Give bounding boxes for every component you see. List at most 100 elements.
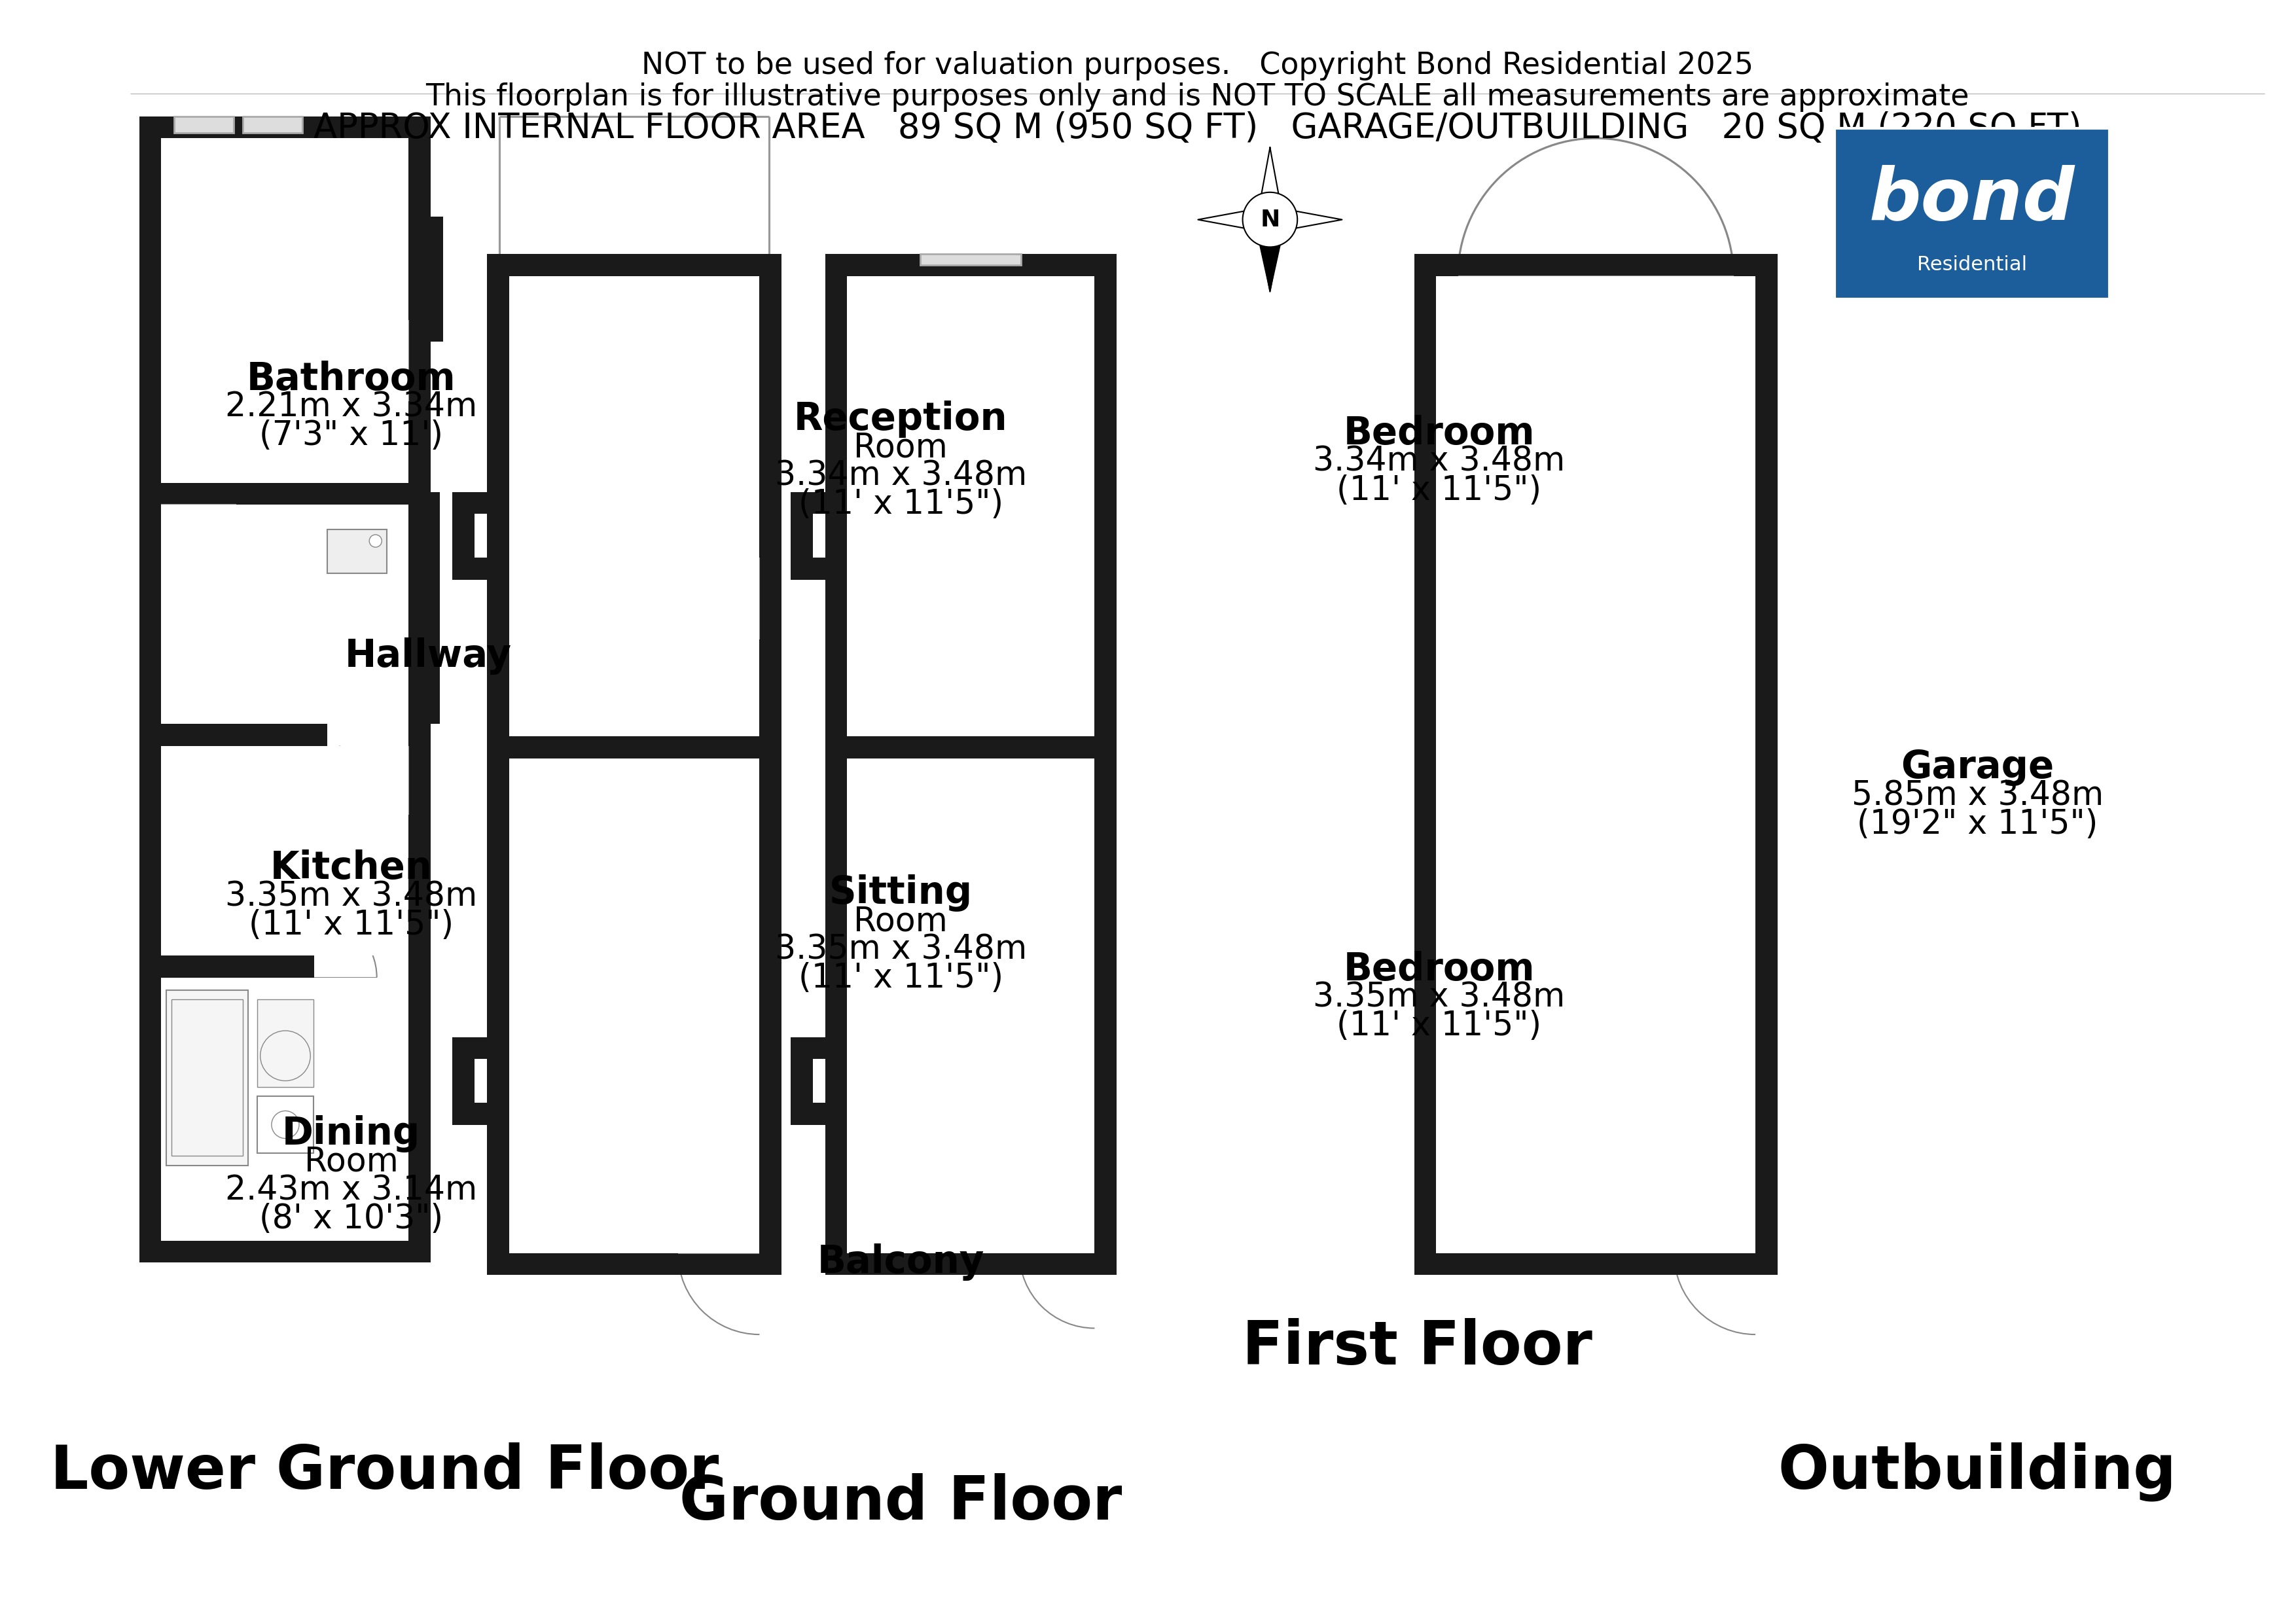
Bar (161, 138, 409, 482)
Text: 3.34m x 3.48m: 3.34m x 3.48m (774, 459, 1026, 493)
Bar (487, 1253, 781, 1276)
Text: Lower Ground Floor: Lower Ground Floor (51, 1443, 719, 1501)
Bar (243, 117, 303, 133)
Bar (161, 745, 409, 956)
Text: Bedroom: Bedroom (1343, 415, 1534, 453)
Text: NOT to be used for valuation purposes.   Copyright Bond Residential 2025: NOT to be used for valuation purposes. C… (641, 52, 1754, 81)
Bar (140, 482, 432, 505)
Text: Sitting: Sitting (829, 875, 974, 912)
Bar (1414, 1253, 1777, 1276)
Bar (790, 1037, 847, 1058)
Text: (11' x 11'5"): (11' x 11'5") (1336, 1010, 1541, 1042)
Text: 2.43m x 3.14m: 2.43m x 3.14m (225, 1175, 478, 1208)
Text: Garage: Garage (1901, 748, 2055, 786)
Text: Room: Room (854, 432, 948, 464)
Bar (257, 1097, 315, 1152)
Bar (328, 529, 386, 573)
Bar (921, 255, 1022, 265)
Bar (452, 558, 510, 579)
Text: APPROX INTERNAL FLOOR AREA   89 SQ M (950 SQ FT)   GARAGE/OUTBUILDING   20 SQ M : APPROX INTERNAL FLOOR AREA 89 SQ M (950 … (312, 110, 2082, 144)
Circle shape (259, 1031, 310, 1081)
Text: 3.35m x 3.48m: 3.35m x 3.48m (1313, 982, 1566, 1014)
Bar (790, 1037, 813, 1125)
Text: N: N (1261, 208, 1279, 230)
Text: (7'3" x 11'): (7'3" x 11') (259, 420, 443, 453)
Bar (140, 1240, 432, 1263)
Text: Hallway: Hallway (344, 638, 512, 675)
Bar (409, 701, 441, 724)
Bar (487, 255, 510, 1276)
Bar (452, 492, 510, 514)
Bar (161, 505, 409, 724)
Bar (847, 276, 1095, 737)
Text: Dining: Dining (282, 1115, 420, 1152)
Bar (760, 255, 781, 1276)
Bar (1835, 128, 2110, 299)
Text: 3.35m x 3.48m: 3.35m x 3.48m (225, 881, 478, 914)
Bar (847, 758, 1095, 1253)
Text: 5.85m x 3.48m: 5.85m x 3.48m (1851, 779, 2103, 813)
Text: 3.34m x 3.48m: 3.34m x 3.48m (1313, 446, 1566, 479)
Bar (487, 255, 781, 276)
Bar (824, 255, 847, 1276)
Bar (177, 755, 315, 886)
Text: (11' x 11'5"): (11' x 11'5") (799, 489, 1003, 521)
Text: Room: Room (854, 906, 948, 938)
Text: (11' x 11'5"): (11' x 11'5") (799, 962, 1003, 995)
Bar (174, 117, 234, 133)
Bar (790, 1102, 847, 1125)
Bar (510, 276, 760, 737)
Bar (420, 216, 443, 342)
Bar (315, 745, 335, 956)
Bar (409, 320, 443, 342)
Bar (140, 956, 315, 977)
Bar (409, 216, 443, 239)
Text: First Floor: First Floor (1242, 1318, 1591, 1376)
Text: (11' x 11'5"): (11' x 11'5") (1336, 474, 1541, 506)
Text: 2.21m x 3.34m: 2.21m x 3.34m (225, 391, 478, 424)
Text: Room: Room (305, 1146, 400, 1178)
Bar (140, 117, 161, 1263)
Text: This floorplan is for illustrative purposes only and is NOT TO SCALE all measure: This floorplan is for illustrative purpo… (425, 83, 1970, 112)
Bar (1414, 255, 1435, 1276)
Bar (824, 1253, 1116, 1276)
Bar (452, 492, 475, 579)
Text: (8' x 10'3"): (8' x 10'3") (259, 1203, 443, 1235)
Text: Balcony: Balcony (817, 1243, 985, 1281)
Text: Residential: Residential (1917, 255, 2027, 274)
Text: bond: bond (1869, 166, 2076, 235)
Bar (140, 724, 328, 745)
Polygon shape (1199, 148, 1343, 292)
Circle shape (1242, 192, 1297, 247)
Bar (140, 117, 432, 138)
Bar (174, 117, 234, 133)
Bar (409, 492, 441, 514)
Text: (19'2" x 11'5"): (19'2" x 11'5") (1857, 808, 2099, 841)
Bar (418, 492, 441, 724)
Text: 3.35m x 3.48m: 3.35m x 3.48m (774, 933, 1026, 966)
Bar (165, 990, 248, 1165)
Text: Kitchen: Kitchen (271, 850, 432, 888)
Text: (11' x 11'5"): (11' x 11'5") (248, 909, 455, 941)
Text: Bathroom: Bathroom (246, 360, 457, 398)
Polygon shape (1254, 219, 1286, 292)
Bar (859, 771, 985, 896)
Text: Reception: Reception (794, 401, 1008, 438)
Bar (790, 492, 847, 514)
Bar (824, 737, 1116, 758)
Bar (521, 771, 673, 915)
Text: Ground Floor: Ground Floor (680, 1474, 1123, 1532)
Bar (409, 117, 432, 1263)
Bar (1435, 276, 1756, 1253)
Bar (452, 1037, 510, 1058)
Bar (452, 1102, 510, 1125)
Bar (790, 558, 847, 579)
Bar (487, 737, 781, 758)
Bar (257, 1000, 315, 1087)
Text: Bedroom: Bedroom (1343, 951, 1534, 988)
Bar (1095, 255, 1116, 1276)
Circle shape (370, 534, 381, 547)
Bar (1414, 255, 1777, 276)
Bar (452, 1037, 475, 1125)
Bar (161, 977, 409, 1240)
